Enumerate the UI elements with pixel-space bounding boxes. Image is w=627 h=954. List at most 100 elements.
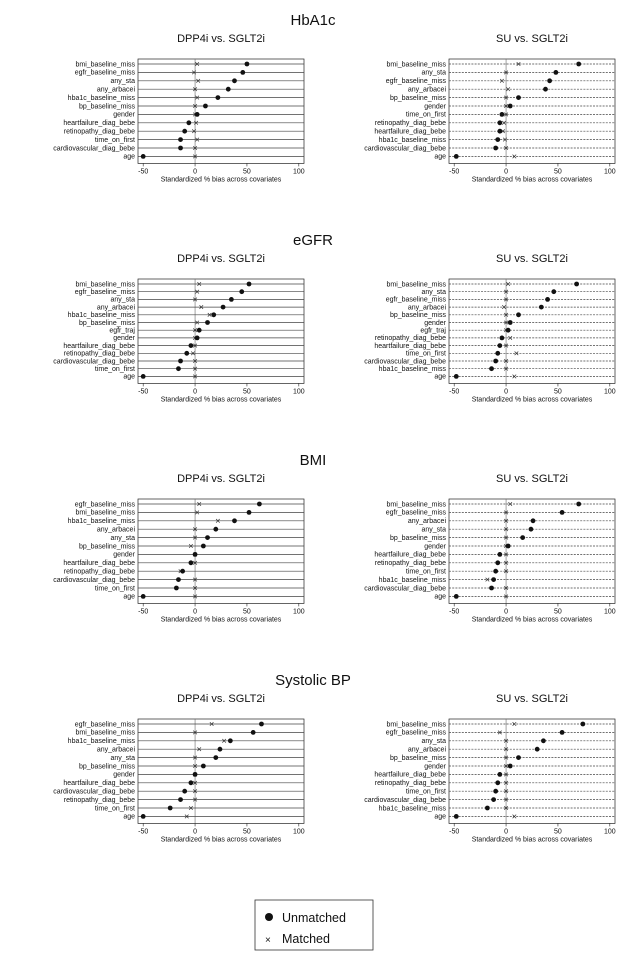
matched-point [195,137,200,142]
x-tick-label: 100 [293,828,305,835]
matched-point [504,145,509,151]
matched-point [512,814,517,819]
covariate-label: time_on_first [95,585,135,592]
unmatched-point [580,721,586,727]
x-tick-label: 50 [243,828,251,835]
covariate-label: any_arbacei [97,304,136,311]
matched-point [512,374,517,379]
covariate-label: age [123,154,135,161]
covariate-label: bp_baseline_miss [390,95,447,102]
x-tick-label: 50 [243,388,251,395]
matched-point [504,738,509,743]
unmatched-point [559,510,565,515]
panel-7: SU vs. SGLT2i bmi_baseline_miss egfr_basel… [364,693,615,843]
matched-point [193,780,198,785]
matched-point [499,78,504,83]
unmatched-point [495,350,501,356]
covariate-label: egfr_traj [109,328,135,335]
covariate-label: bmi_baseline_miss [75,281,135,288]
covariate-label: cardiovascular_diag_bebe [364,145,446,152]
unmatched-point [499,112,505,117]
unmatched-point [194,335,200,341]
covariate-label: heartfailure_diag_bebe [63,120,135,127]
plot-frame [448,498,616,604]
unmatched-point [497,343,503,348]
matched-point [193,585,198,591]
matched-point [184,814,189,819]
covariate-label: age [434,374,446,381]
covariate-label: hba1c_baseline_miss [68,95,136,102]
matched-point [504,763,509,769]
panel-title: SU vs. SGLT2i [496,253,568,265]
matched-point [504,343,509,348]
legend-matched-marker: × [265,935,271,946]
covariate-label: heartfailure_diag_bebe [374,552,446,559]
matched-point [191,129,197,134]
covariate-label: time_on_first [406,112,446,119]
matched-point [193,755,198,760]
unmatched-point [516,755,521,760]
covariate-label: bmi_baseline_miss [386,61,446,68]
unmatched-point [176,366,181,372]
matched-point [504,70,509,75]
matched-point [504,805,509,811]
covariate-label: any_sta [421,70,446,77]
unmatched-point [520,535,526,540]
matched-point [504,797,509,802]
unmatched-point [528,526,534,532]
matched-point [193,154,198,159]
x-tick-label: -50 [138,608,148,615]
covariate-label: bmi_baseline_miss [75,61,135,68]
matched-point [506,87,511,92]
unmatched-point [178,358,183,364]
plot-frame [448,278,616,384]
matched-point [497,730,502,735]
matched-point [193,358,198,364]
matched-point [504,297,509,302]
matched-point [195,95,200,100]
unmatched-point [228,297,234,302]
plot-frame [448,718,616,824]
matched-point [504,366,509,371]
unmatched-point [489,366,494,372]
matched-point [504,358,509,364]
x-axis-label: Standardized % bias across covariates [472,836,593,843]
covariate-label: cardiovascular_diag_bebe [53,789,135,796]
covariate-label: retinopathy_diag_bebe [64,351,135,358]
unmatched-point [227,738,233,744]
covariate-label: bmi_baseline_miss [75,510,135,517]
unmatched-point [180,568,186,574]
unmatched-point [178,145,183,151]
panel-title: SU vs. SGLT2i [496,473,568,485]
unmatched-point [576,501,582,507]
covariate-label: gender [113,552,135,559]
covariate-label: egfr_baseline_miss [386,510,447,517]
x-axis-label: Standardized % bias across covariates [161,176,282,183]
unmatched-point [240,70,246,75]
covariate-label: heartfailure_diag_bebe [374,343,446,350]
x-tick-label: 0 [193,388,197,395]
x-tick-label: 0 [504,608,508,615]
covariate-label: age [123,374,135,381]
unmatched-point [140,814,146,819]
covariate-label: heartfailure_diag_bebe [63,343,135,350]
covariate-label: egfr_traj [420,328,446,335]
x-tick-label: 0 [193,828,197,835]
unmatched-point [167,805,173,811]
matched-point [504,527,509,532]
matched-point [504,569,509,574]
covariate-label: time_on_first [406,569,446,576]
unmatched-point [176,577,181,582]
unmatched-point [140,374,146,379]
unmatched-point [497,120,503,126]
x-axis-label: Standardized % bias across covariates [472,396,593,403]
covariate-label: bmi_baseline_miss [75,730,135,737]
covariate-label: age [434,814,446,821]
plot-frame [137,278,305,384]
unmatched-point [205,535,210,540]
covariate-label: hba1c_baseline_miss [68,518,136,525]
x-axis-label: Standardized % bias across covariates [161,616,282,623]
unmatched-point [192,772,198,777]
